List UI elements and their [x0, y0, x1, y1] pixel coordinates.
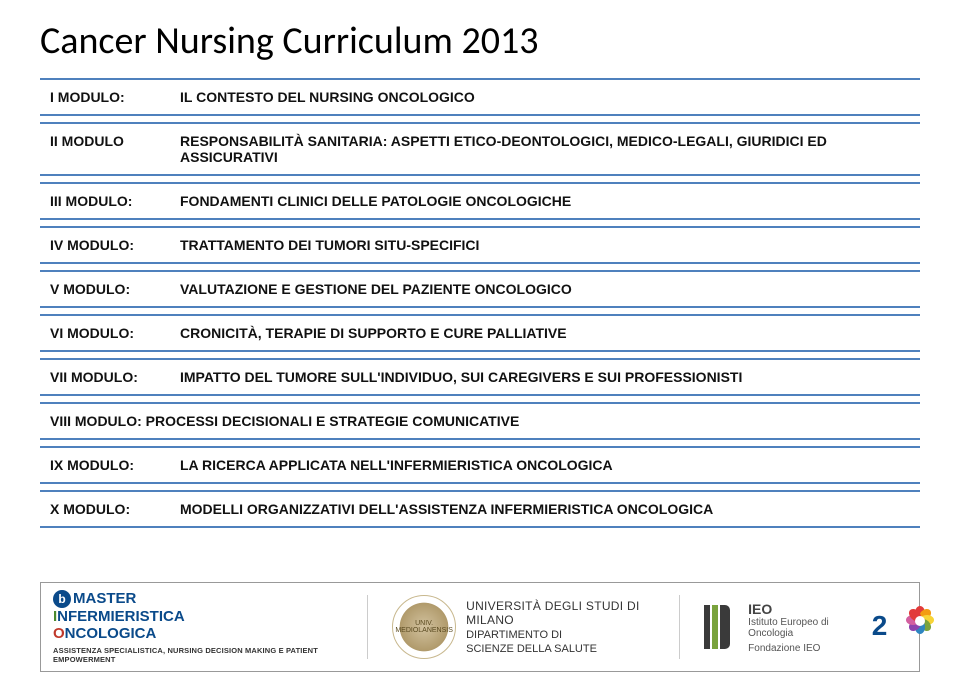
module-desc: CRONICITÀ, TERAPIE DI SUPPORTO E CURE PA… — [170, 314, 920, 352]
module-label: III MODULO: — [40, 182, 170, 220]
module-desc: PROCESSI DECISIONALI E STRATEGIE COMUNIC… — [146, 413, 520, 429]
table-row: VIII MODULO: PROCESSI DECISIONALI E STRA… — [40, 402, 920, 440]
ieo-brand: IEO — [748, 601, 856, 617]
university-seal-icon: UNIV. MEDIOLANENSIS — [392, 595, 456, 659]
module-label: I MODULO: — [40, 78, 170, 116]
table-row: IV MODULO:TRATTAMENTO DEI TUMORI SITU-SP… — [40, 226, 920, 264]
ieo-logo: IEO Istituto Europeo di Oncologia Fondaz… — [704, 601, 907, 654]
module-label: V MODULO: — [40, 270, 170, 308]
table-row: X MODULO:MODELLI ORGANIZZATIVI DELL'ASSI… — [40, 490, 920, 528]
module-desc: IL CONTESTO DEL NURSING ONCOLOGICO — [170, 78, 920, 116]
separator-icon — [367, 595, 368, 659]
master-tagline: ASSISTENZA SPECIALISTICA, NURSING DECISI… — [53, 646, 343, 664]
university-logo: UNIV. MEDIOLANENSIS UNIVERSITÀ DEGLI STU… — [392, 595, 655, 659]
module-label: IV MODULO: — [40, 226, 170, 264]
page-title: Cancer Nursing Curriculum 2013 — [40, 18, 920, 64]
table-row: I MODULO:IL CONTESTO DEL NURSING ONCOLOG… — [40, 78, 920, 116]
table-row: III MODULO:FONDAMENTI CLINICI DELLE PATO… — [40, 182, 920, 220]
module-desc: IMPATTO DEL TUMORE SULL'INDIVIDUO, SUI C… — [170, 358, 920, 396]
module-label: IX MODULO: — [40, 446, 170, 484]
module-desc: FONDAMENTI CLINICI DELLE PATOLOGIE ONCOL… — [170, 182, 920, 220]
module-desc: TRATTAMENTO DEI TUMORI SITU-SPECIFICI — [170, 226, 920, 264]
module-desc: MODELLI ORGANIZZATIVI DELL'ASSISTENZA IN… — [170, 490, 920, 528]
separator-icon — [679, 595, 680, 659]
table-row: IX MODULO:LA RICERCA APPLICATA NELL'INFE… — [40, 446, 920, 484]
module-desc: LA RICERCA APPLICATA NELL'INFERMIERISTIC… — [170, 446, 920, 484]
module-label: VII MODULO: — [40, 358, 170, 396]
curriculum-table: I MODULO:IL CONTESTO DEL NURSING ONCOLOG… — [40, 78, 920, 528]
university-dept-line2: SCIENZE DELLA SALUTE — [466, 643, 655, 655]
table-row: VI MODULO:CRONICITÀ, TERAPIE DI SUPPORTO… — [40, 314, 920, 352]
module-desc: RESPONSABILITÀ SANITARIA: ASPETTI ETICO-… — [170, 122, 920, 176]
table-row: V MODULO:VALUTAZIONE E GESTIONE DEL PAZI… — [40, 270, 920, 308]
twenty-years-icon: 2 — [872, 606, 907, 648]
module-desc: VALUTAZIONE E GESTIONE DEL PAZIENTE ONCO… — [170, 270, 920, 308]
module-label: VI MODULO: — [40, 314, 170, 352]
table-row: II MODULORESPONSABILITÀ SANITARIA: ASPET… — [40, 122, 920, 176]
master-logo: bMASTER INFERMIERISTICA ONCOLOGICA ASSIS… — [53, 590, 343, 664]
university-name: UNIVERSITÀ DEGLI STUDI DI MILANO — [466, 599, 655, 627]
ieo-mark-icon — [704, 605, 730, 649]
university-dept-line1: DIPARTIMENTO DI — [466, 629, 655, 641]
module-label: X MODULO: — [40, 490, 170, 528]
ieo-full-name: Istituto Europeo di Oncologia — [748, 617, 856, 639]
footer-logos: bMASTER INFERMIERISTICA ONCOLOGICA ASSIS… — [40, 582, 920, 672]
table-row: VII MODULO:IMPATTO DEL TUMORE SULL'INDIV… — [40, 358, 920, 396]
module-label: VIII MODULO: — [50, 413, 142, 429]
module-label: II MODULO — [40, 122, 170, 176]
module-row-single: VIII MODULO: PROCESSI DECISIONALI E STRA… — [40, 402, 920, 440]
ieo-foundation: Fondazione IEO — [748, 643, 856, 654]
